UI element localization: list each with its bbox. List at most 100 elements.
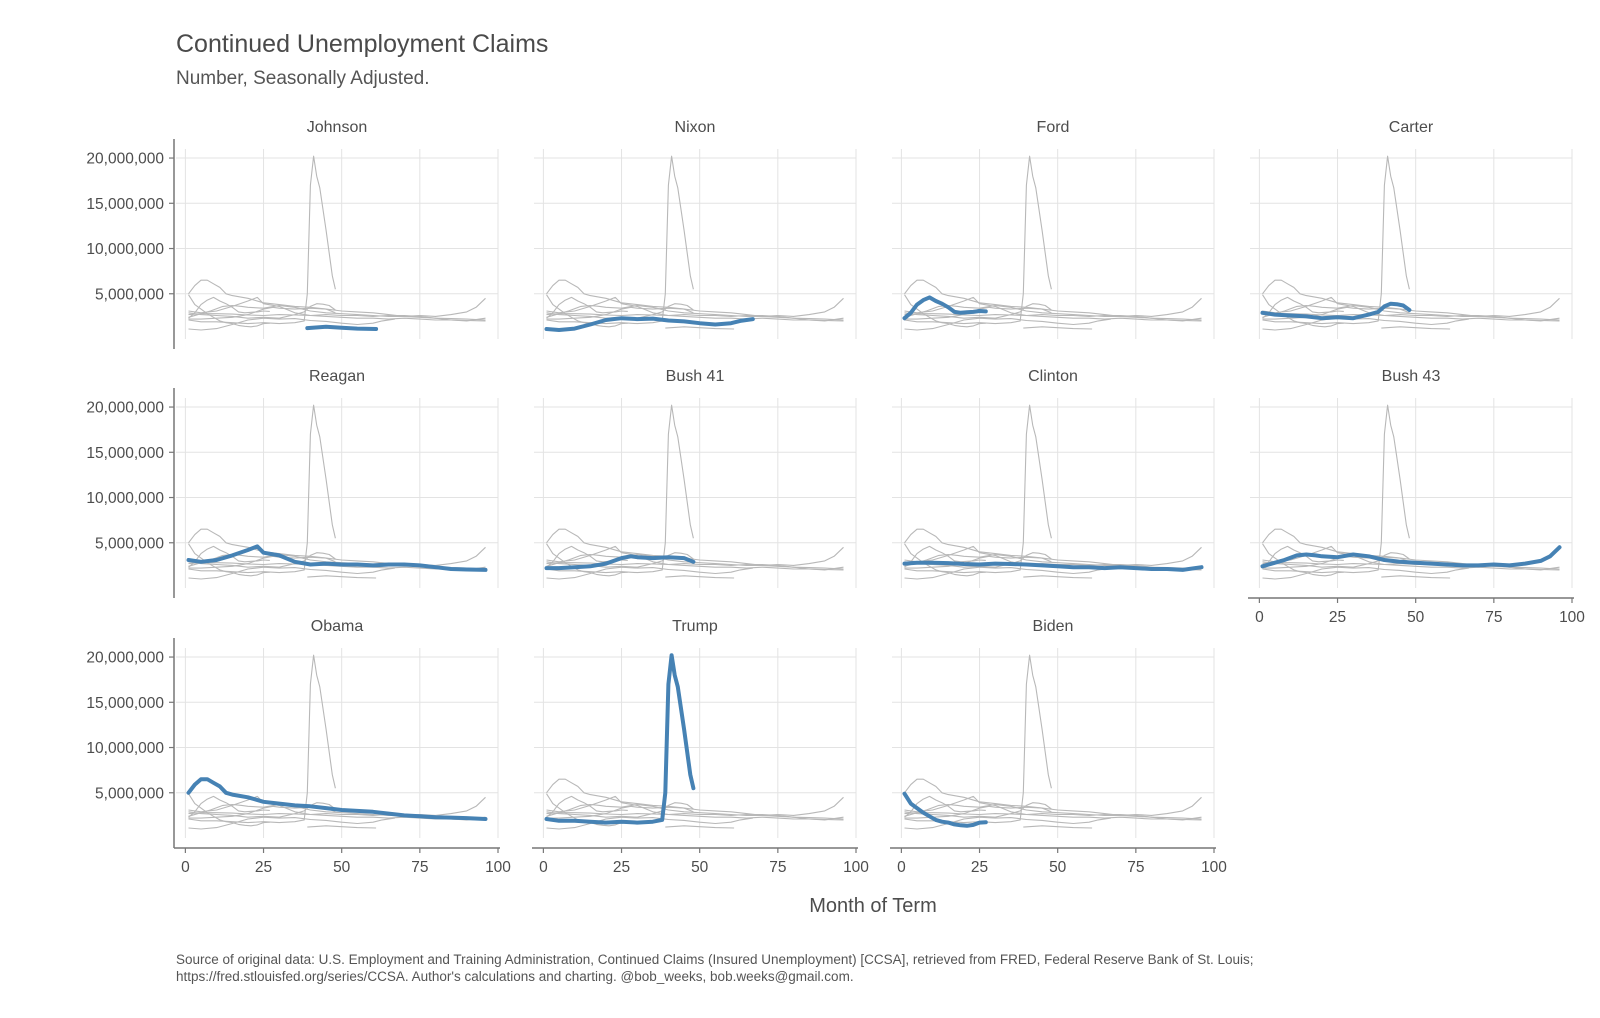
facet-title-bush-43: Bush 43 — [1382, 368, 1441, 385]
x-tick-label: 100 — [485, 859, 511, 876]
facet-title-trump: Trump — [672, 618, 718, 635]
background-line-carter — [546, 802, 694, 818]
series-line-johnson — [305, 324, 379, 331]
x-tick-label: 0 — [181, 859, 190, 876]
x-tick-label: 25 — [255, 859, 272, 876]
background-line-bush-41 — [188, 555, 336, 569]
background-line-bush-43 — [546, 297, 844, 318]
y-tick-label: 20,000,000 — [86, 400, 164, 417]
background-line-johnson — [665, 326, 735, 330]
background-line-bush-43 — [1262, 297, 1560, 318]
facet-title-ford: Ford — [1037, 119, 1070, 136]
x-axis-title: Month of Term — [809, 895, 936, 917]
background-line-carter — [188, 802, 336, 818]
y-tick-label: 15,000,000 — [86, 196, 164, 213]
background-line-bush-41 — [904, 306, 1052, 320]
series-line-clinton — [902, 560, 1204, 572]
facet-trump: Trump 0 25 50 75 100 — [532, 618, 869, 876]
y-tick-label: 5,000,000 — [95, 785, 164, 802]
y-tick-label: 20,000,000 — [86, 151, 164, 168]
series-line-nixon — [544, 316, 755, 332]
facet-title-carter: Carter — [1389, 119, 1434, 136]
background-line-bush-41 — [546, 306, 694, 320]
background-line-clinton — [1262, 562, 1560, 571]
background-line-biden — [1262, 294, 1344, 328]
background-line-carter — [546, 552, 694, 568]
background-line-johnson — [665, 575, 735, 579]
background-line-biden — [188, 793, 270, 827]
x-tick-label: 0 — [897, 859, 906, 876]
series-line-biden — [902, 791, 988, 828]
facet-title-biden: Biden — [1033, 618, 1074, 635]
background-line-clinton — [904, 313, 1202, 322]
facet-bush-41: Bush 41 — [534, 368, 857, 588]
background-line-biden — [1262, 543, 1344, 577]
background-line-bush-41 — [546, 805, 694, 819]
x-tick-label: 50 — [1407, 609, 1425, 626]
background-line-obama — [1262, 279, 1560, 321]
background-line-bush-43 — [546, 546, 844, 567]
background-line-nixon — [904, 566, 1111, 580]
background-line-nixon — [188, 317, 395, 331]
y-tick-label: 20,000,000 — [86, 650, 164, 667]
facet-title-clinton: Clinton — [1028, 368, 1078, 385]
x-tick-label: 0 — [539, 859, 548, 876]
x-tick-label: 50 — [1049, 859, 1067, 876]
y-tick-label: 10,000,000 — [86, 490, 164, 507]
y-tick-label: 15,000,000 — [86, 445, 164, 462]
background-line-bush-43 — [546, 796, 844, 817]
background-line-clinton — [188, 313, 486, 322]
background-line-johnson — [1023, 825, 1093, 829]
background-line-carter — [904, 303, 1052, 319]
background-line-nixon — [1262, 317, 1469, 331]
chart-title: Continued Unemployment Claims — [176, 30, 549, 58]
background-line-carter — [1262, 552, 1410, 568]
y-tick-label: 5,000,000 — [95, 286, 164, 303]
background-line-nixon — [188, 816, 395, 830]
background-line-johnson — [1023, 575, 1093, 579]
background-line-clinton — [1262, 313, 1560, 322]
background-line-nixon — [546, 566, 753, 580]
background-line-bush-43 — [188, 796, 486, 817]
x-tick-label: 25 — [613, 859, 630, 876]
background-line-bush-41 — [1262, 306, 1410, 320]
background-line-obama — [546, 778, 844, 820]
facet-title-johnson: Johnson — [307, 119, 368, 136]
facet-title-bush-41: Bush 41 — [666, 368, 725, 385]
background-line-carter — [188, 303, 336, 319]
background-line-biden — [188, 543, 270, 577]
background-line-johnson — [307, 575, 377, 579]
background-line-johnson — [665, 825, 735, 829]
x-tick-label: 75 — [1127, 859, 1144, 876]
facet-ford: Ford — [892, 119, 1215, 339]
x-tick-label: 75 — [411, 859, 428, 876]
background-line-bush-43 — [904, 546, 1202, 567]
facet-nixon: Nixon — [534, 119, 857, 339]
background-line-johnson — [307, 825, 377, 829]
x-tick-label: 75 — [1485, 609, 1502, 626]
background-line-carter — [546, 303, 694, 319]
x-tick-label: 50 — [333, 859, 351, 876]
background-line-carter — [188, 552, 336, 568]
x-tick-label: 50 — [691, 859, 709, 876]
background-line-nixon — [188, 566, 395, 580]
facet-biden: Biden 0 25 50 75 100 — [890, 618, 1227, 876]
background-line-clinton — [904, 812, 1202, 821]
background-line-bush-43 — [188, 297, 486, 318]
y-tick-label: 15,000,000 — [86, 695, 164, 712]
background-line-obama — [904, 778, 1202, 820]
background-line-johnson — [1381, 575, 1451, 579]
background-line-johnson — [1381, 326, 1451, 330]
x-tick-label: 100 — [843, 859, 869, 876]
series-line-trump — [544, 653, 696, 825]
x-tick-label: 0 — [1255, 609, 1264, 626]
series-line-reagan — [186, 544, 488, 572]
series-line-bush-43 — [1260, 545, 1562, 569]
chart-subtitle: Number, Seasonally Adjusted. — [176, 68, 430, 89]
series-line-obama — [186, 777, 488, 821]
facet-title-reagan: Reagan — [309, 368, 365, 385]
background-line-nixon — [546, 816, 753, 830]
background-line-carter — [904, 802, 1052, 818]
background-line-bush-43 — [904, 796, 1202, 817]
background-line-obama — [546, 279, 844, 321]
